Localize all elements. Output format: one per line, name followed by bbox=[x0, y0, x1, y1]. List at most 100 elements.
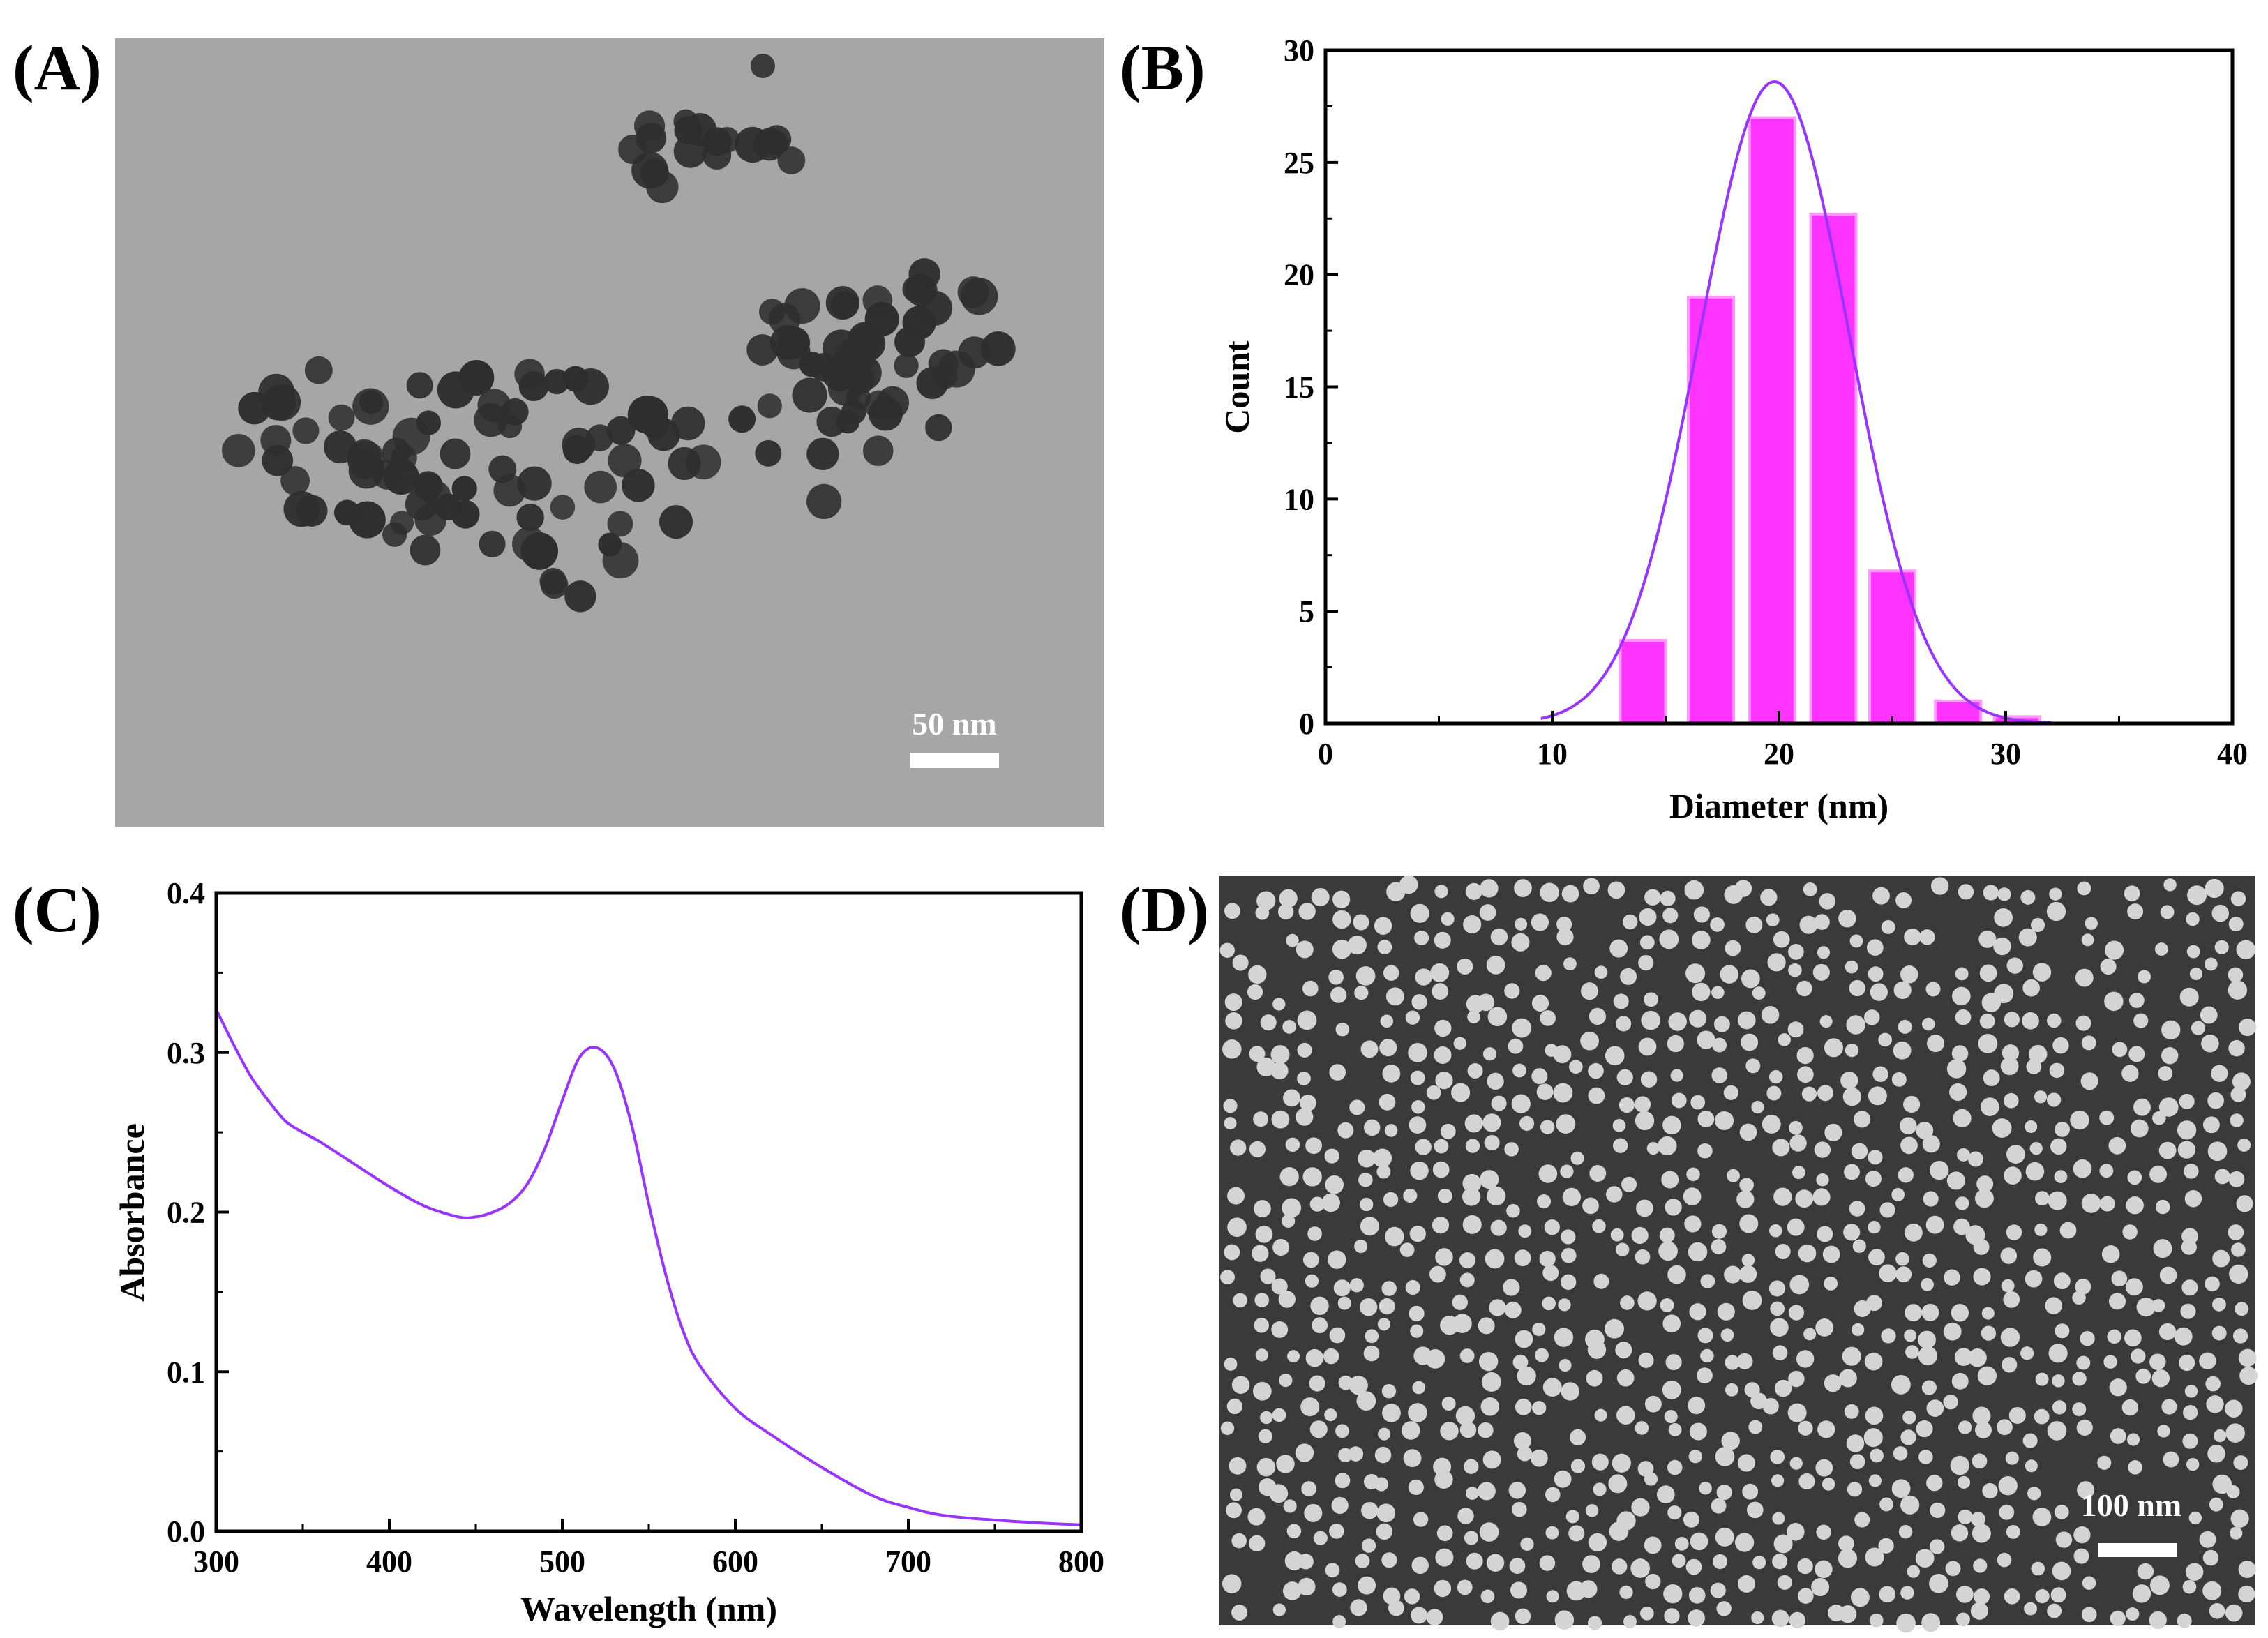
tem-nanoparticle bbox=[474, 403, 508, 437]
sem-nanoparticle bbox=[2228, 917, 2244, 932]
sem-nanoparticle bbox=[1895, 1266, 1912, 1283]
sem-nanoparticle bbox=[1512, 1501, 1527, 1517]
sem-nanoparticle bbox=[1329, 1524, 1344, 1539]
sem-nanoparticle bbox=[2076, 1355, 2091, 1370]
sem-nanoparticle bbox=[1556, 928, 1574, 946]
sem-nanoparticle bbox=[1824, 1374, 1842, 1392]
sem-nanoparticle bbox=[1609, 1521, 1629, 1541]
sem-nanoparticle bbox=[1656, 1485, 1675, 1504]
sem-nanoparticle bbox=[1224, 903, 1240, 919]
y-tick-label: 0.0 bbox=[167, 1515, 205, 1549]
sem-nanoparticle bbox=[1220, 1421, 1235, 1435]
sem-nanoparticle bbox=[1667, 1505, 1682, 1520]
sem-nanoparticle bbox=[1425, 1348, 1445, 1369]
sem-nanoparticle bbox=[1895, 892, 1912, 909]
sem-nanoparticle bbox=[2158, 1141, 2177, 1159]
sem-nanoparticle bbox=[1796, 1046, 1814, 1065]
sem-nanoparticle bbox=[1797, 1066, 1814, 1083]
sem-nanoparticle bbox=[2182, 1433, 2198, 1449]
absorbance-series-line bbox=[215, 1009, 1082, 1526]
sem-nanoparticle bbox=[1554, 1470, 1572, 1488]
sem-nanoparticle bbox=[1999, 1504, 2015, 1520]
sem-nanoparticle bbox=[1363, 1119, 1381, 1136]
sem-nanoparticle bbox=[1335, 1424, 1349, 1438]
sem-nanoparticle bbox=[1929, 1539, 1945, 1554]
sem-nanoparticle bbox=[1972, 1524, 1991, 1543]
sem-nanoparticle bbox=[1770, 1450, 1785, 1464]
sem-nanoparticle bbox=[2076, 1419, 2093, 1436]
sem-nanoparticle bbox=[1457, 1579, 1473, 1595]
sem-nanoparticle bbox=[1349, 1278, 1364, 1293]
sem-nanoparticle bbox=[1385, 987, 1404, 1006]
panel-label-b: (B) bbox=[1120, 32, 1206, 103]
sem-nanoparticle bbox=[1710, 917, 1725, 932]
sem-nanoparticle bbox=[1354, 986, 1369, 1000]
sem-nanoparticle bbox=[1285, 1137, 1300, 1152]
sem-nanoparticle bbox=[1282, 1020, 1296, 1034]
sem-nanoparticle bbox=[2228, 1171, 2245, 1187]
sem-nanoparticle bbox=[1688, 1450, 1702, 1464]
sem-nanoparticle bbox=[1613, 993, 1629, 1009]
sem-nanoparticle bbox=[1976, 1175, 1994, 1193]
sem-nanoparticle bbox=[1353, 914, 1369, 931]
sem-nanoparticle bbox=[1766, 1085, 1782, 1101]
sem-nanoparticle bbox=[2050, 1138, 2067, 1155]
sem-nanoparticle bbox=[1771, 1609, 1789, 1628]
sem-nanoparticle bbox=[2230, 1086, 2246, 1102]
tem-nanoparticle bbox=[562, 428, 596, 461]
tem-nanoparticle bbox=[222, 433, 255, 467]
sem-nanoparticle bbox=[1478, 1422, 1494, 1438]
sem-nanoparticle bbox=[2124, 1329, 2142, 1347]
sem-nanoparticle bbox=[1556, 1114, 1576, 1134]
sem-nanoparticle bbox=[1690, 1532, 1708, 1551]
sem-nanoparticle bbox=[1787, 1403, 1807, 1422]
sem-nanoparticle bbox=[1276, 1455, 1295, 1473]
sem-nanoparticle bbox=[2107, 1329, 2121, 1344]
tem-nanoparticle bbox=[607, 511, 633, 537]
sem-nanoparticle bbox=[1981, 1097, 1999, 1116]
sem-nanoparticle bbox=[1385, 1226, 1404, 1247]
sem-nanoparticle bbox=[1305, 1274, 1319, 1288]
sem-nanoparticle bbox=[1667, 1265, 1686, 1284]
sem-nanoparticle bbox=[1881, 1328, 1896, 1344]
sem-nanoparticle bbox=[1426, 1609, 1443, 1626]
sem-nanoparticle bbox=[1269, 1484, 1289, 1503]
sem-nanoparticle bbox=[1517, 1366, 1536, 1386]
sem-nanoparticle bbox=[2018, 928, 2037, 947]
sem-nanoparticle bbox=[1670, 1069, 1683, 1082]
sem-nanoparticle bbox=[1539, 1555, 1556, 1571]
sem-nanoparticle bbox=[1838, 1605, 1857, 1623]
sem-nanoparticle bbox=[2034, 1090, 2048, 1104]
sem-nanoparticle bbox=[1227, 1187, 1245, 1205]
sem-nanoparticle bbox=[1536, 1083, 1554, 1101]
sem-nanoparticle bbox=[1465, 882, 1482, 900]
sem-nanoparticle bbox=[1542, 1265, 1559, 1282]
sem-nanoparticle bbox=[2149, 1353, 2166, 1371]
tem-nanoparticle bbox=[746, 334, 779, 366]
sem-nanoparticle bbox=[1302, 1167, 1322, 1187]
sem-nanoparticle bbox=[1720, 1328, 1734, 1342]
sem-nanoparticle bbox=[2003, 1291, 2020, 1308]
sem-nanoparticle bbox=[1659, 929, 1679, 949]
sem-nanoparticle bbox=[1900, 1136, 1918, 1155]
sem-nanoparticle bbox=[1302, 1252, 1319, 1268]
sem-nanoparticle bbox=[1752, 1556, 1766, 1570]
sem-nanoparticle bbox=[1382, 1064, 1401, 1083]
sem-nanoparticle bbox=[2099, 1196, 2115, 1212]
sem-nanoparticle bbox=[1693, 906, 1711, 923]
sem-nanoparticle bbox=[1374, 1446, 1392, 1464]
sem-nanoparticle bbox=[1968, 1151, 1983, 1167]
sem-nanoparticle bbox=[1817, 1085, 1834, 1102]
sem-nanoparticle bbox=[1270, 1045, 1290, 1065]
sem-nanoparticle bbox=[2126, 1433, 2140, 1446]
sem-nanoparticle bbox=[2238, 1018, 2257, 1037]
sem-nanoparticle bbox=[1737, 1011, 1756, 1030]
tem-nanoparticle bbox=[728, 405, 756, 433]
spectrum-x-axis-title: Wavelength (nm) bbox=[520, 1589, 777, 1628]
sem-nanoparticle bbox=[1667, 1459, 1683, 1475]
sem-nanoparticle bbox=[1662, 1314, 1681, 1333]
sem-nanoparticle bbox=[1358, 1172, 1373, 1187]
sem-nanoparticle bbox=[2186, 912, 2200, 926]
sem-nanoparticle bbox=[1513, 1432, 1531, 1450]
tem-nanoparticle bbox=[686, 444, 721, 480]
